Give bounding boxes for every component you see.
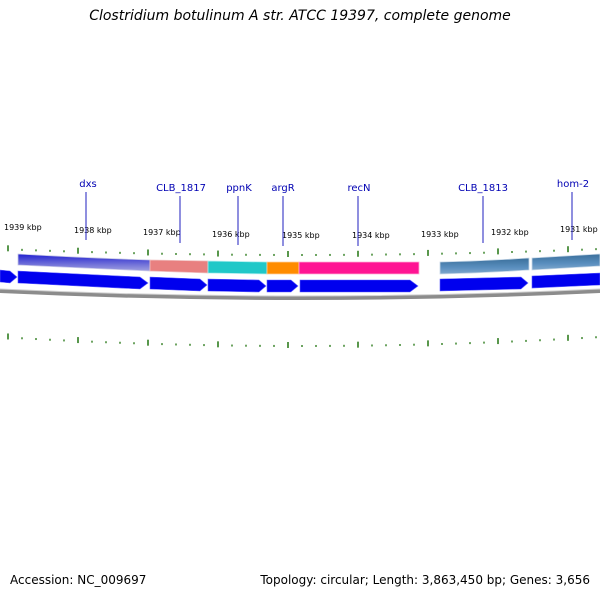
cds-arrow-clb1817[interactable]	[149, 276, 208, 292]
cds-arrow-ppnk[interactable]	[207, 278, 267, 293]
coord-label-1936: 1936 kbp	[212, 230, 250, 239]
gene-label-argr[interactable]: argR	[271, 183, 294, 194]
coord-label-1937: 1937 kbp	[143, 228, 181, 237]
coord-label-1931: 1931 kbp	[560, 225, 598, 234]
gene-label-ppnk[interactable]: ppnK	[226, 183, 252, 194]
genome-backbone-highlight	[0, 288, 600, 297]
feature-ring	[17, 253, 600, 275]
gene-label-dxs[interactable]: dxs	[79, 179, 96, 190]
cds-arrow-hom2[interactable]	[531, 272, 600, 289]
gene-label-hom2[interactable]: hom-2	[557, 179, 589, 190]
cds-arrow-recn[interactable]	[299, 279, 419, 293]
outer-tick-ring	[7, 333, 597, 348]
cds-arrow-ring	[0, 269, 600, 293]
coordinate-labels: 1939 kbp 1938 kbp 1937 kbp 1936 kbp 1935…	[4, 223, 598, 240]
coord-label-1935: 1935 kbp	[282, 231, 320, 240]
inner-tick-ring	[7, 245, 597, 257]
cds-arrow-dxs[interactable]	[17, 270, 149, 290]
coord-label-1939: 1939 kbp	[4, 223, 42, 232]
gene-callouts: dxs CLB_1817 ppnK argR recN CLB_1813 hom…	[79, 179, 589, 246]
cds-arrow-clb1813[interactable]	[439, 276, 529, 292]
map-title: Clostridium botulinum A str. ATCC 19397,…	[89, 8, 511, 24]
cds-arrow-1[interactable]	[0, 269, 18, 284]
genome-summary: Topology: circular; Length: 3,863,450 bp…	[260, 573, 590, 587]
cds-arrow-argr[interactable]	[266, 279, 299, 293]
coord-label-1933: 1933 kbp	[421, 230, 459, 239]
feature-recn[interactable]	[298, 261, 420, 275]
gene-label-clb1817[interactable]: CLB_1817	[156, 183, 206, 194]
feature-ppnk[interactable]	[207, 260, 268, 275]
coord-label-1934: 1934 kbp	[352, 231, 390, 240]
gene-label-recn[interactable]: recN	[347, 183, 370, 194]
feature-clb1817[interactable]	[149, 259, 209, 274]
coord-label-1932: 1932 kbp	[491, 228, 529, 237]
coord-label-1938: 1938 kbp	[74, 226, 112, 235]
feature-dxs[interactable]	[17, 253, 151, 272]
genome-backbone	[0, 289, 600, 300]
feature-hom2[interactable]	[531, 253, 600, 271]
feature-argr[interactable]	[266, 261, 300, 275]
accession-label: Accession: NC_009697	[10, 573, 147, 587]
gene-label-clb1813[interactable]: CLB_1813	[458, 183, 508, 194]
feature-clb1813[interactable]	[439, 257, 530, 275]
